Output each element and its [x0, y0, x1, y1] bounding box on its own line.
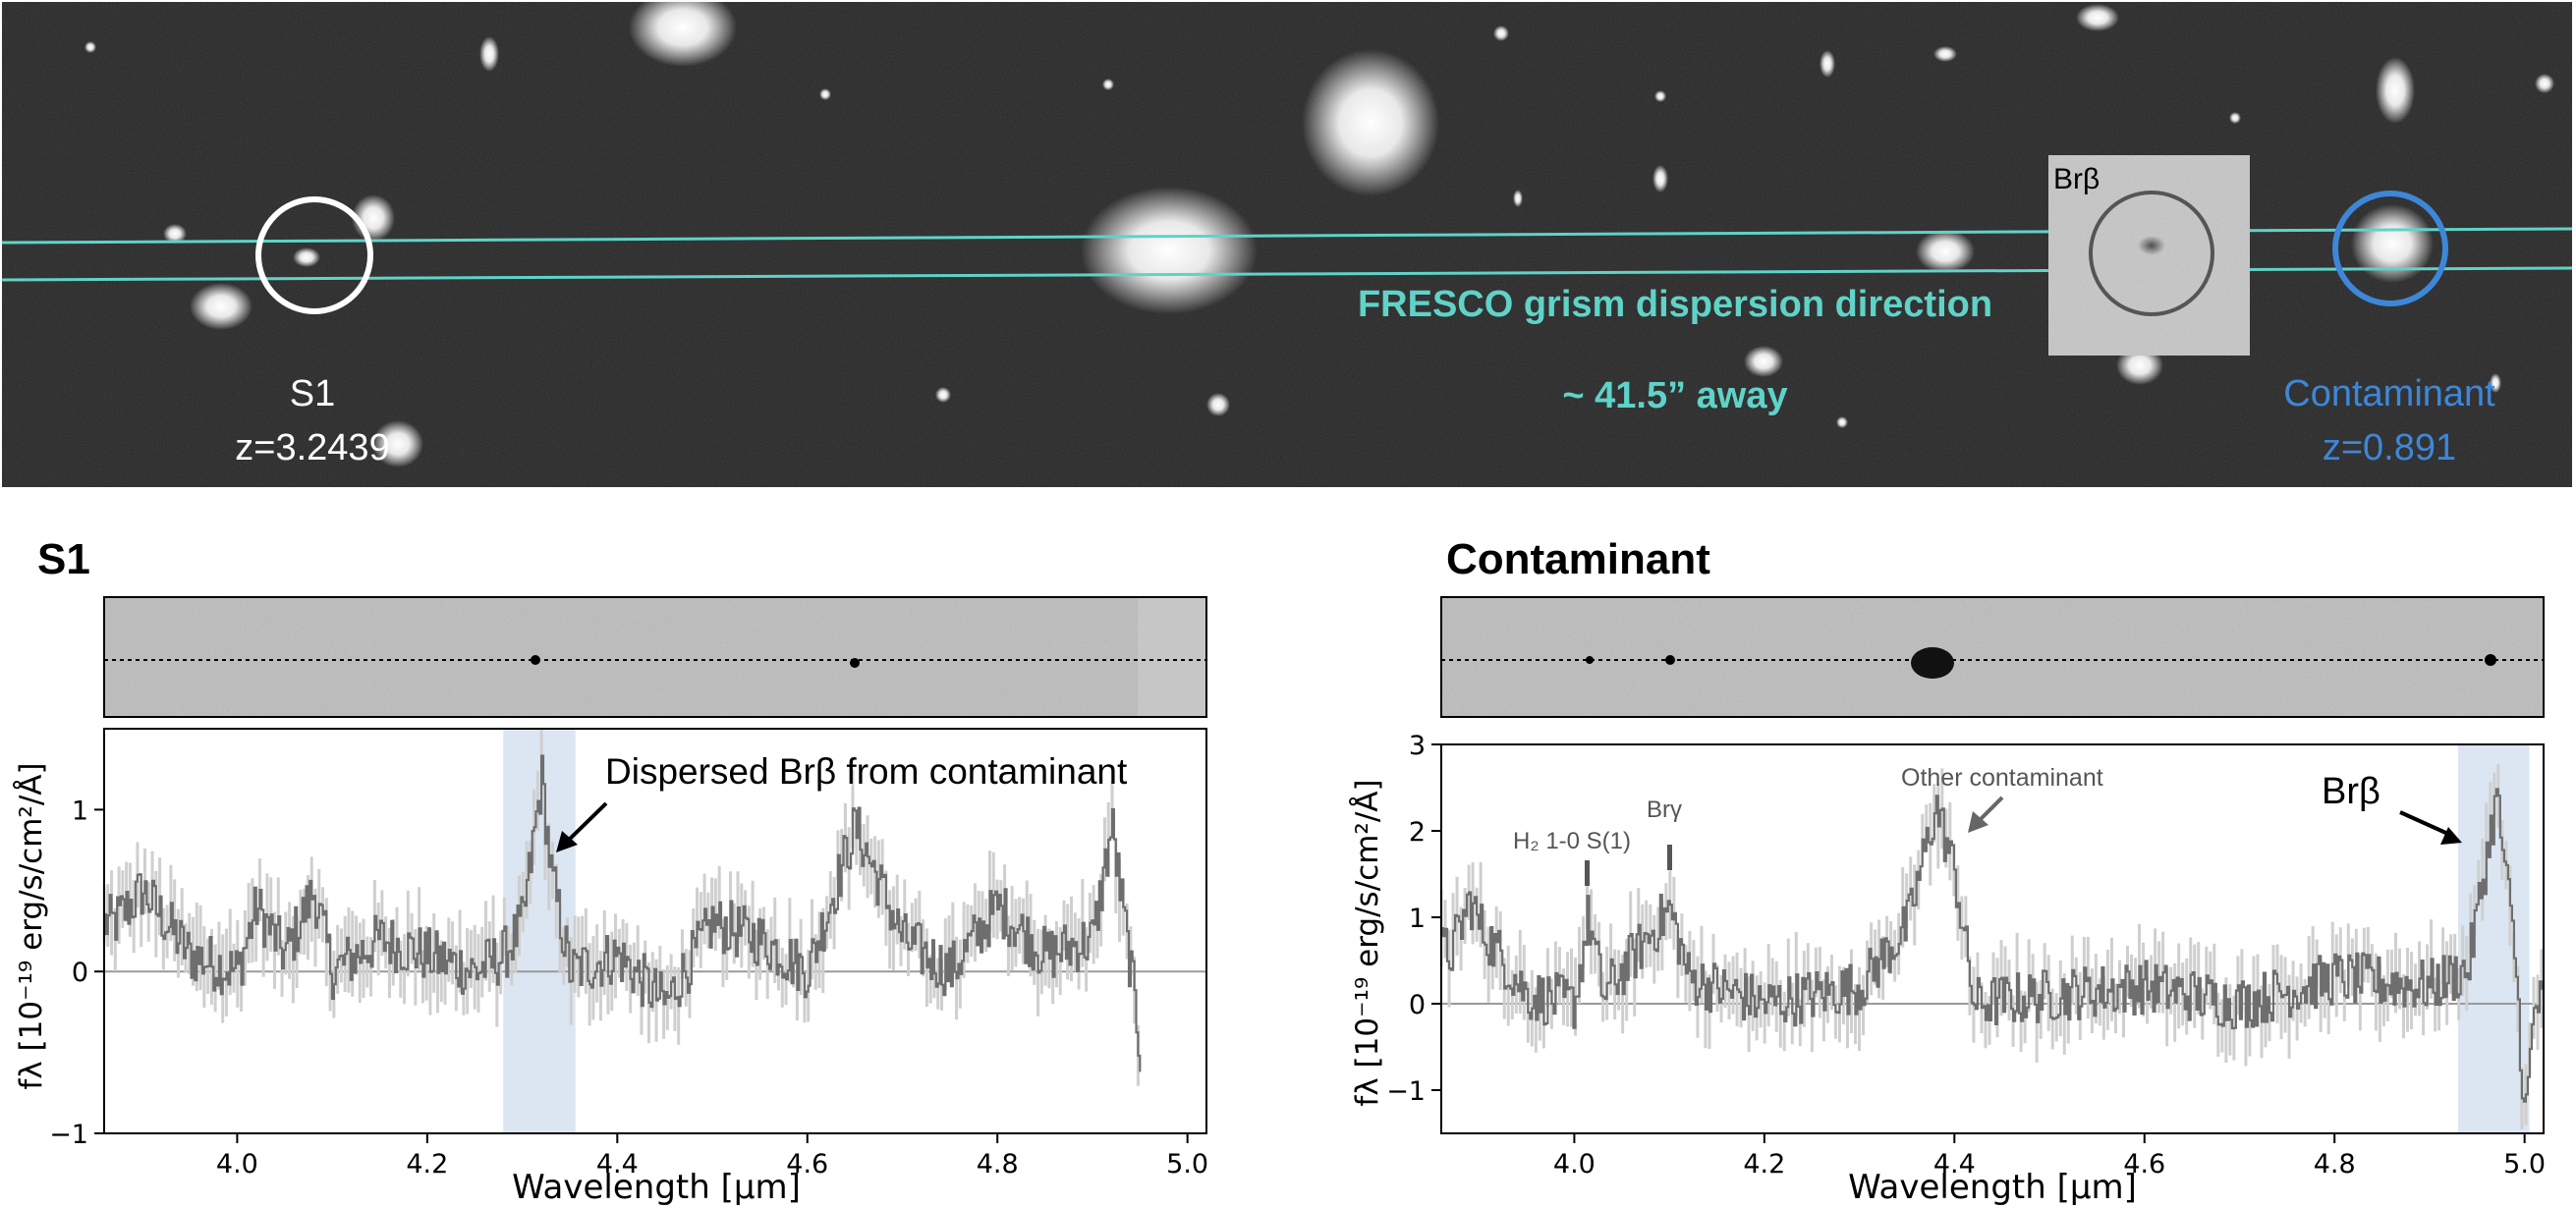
- sky-image-panel: Brβ S1 z=3.2439 FRESCO grism dispersion …: [1, 0, 2573, 487]
- contaminant-ytick-label: 0: [1409, 990, 1426, 1020]
- h2-line-label: H₂ 1-0 S(1): [1513, 828, 1631, 854]
- s1-xtick-label: 4.8: [977, 1149, 1019, 1180]
- contaminant-xtick-label: 4.0: [1553, 1149, 1596, 1180]
- s1-panel-title: S1: [37, 535, 90, 583]
- s1-xtick-label: 4.4: [596, 1149, 639, 1180]
- separation-label: ~ 41.5” away: [1562, 375, 1787, 416]
- s1-xtick-label: 4.0: [216, 1149, 258, 1180]
- s1-xtick-label: 4.2: [406, 1149, 448, 1180]
- s1-ylabel: fλ [10⁻¹⁹ erg/s/cm²/Å]: [14, 762, 49, 1089]
- contaminant-xtick-label: 4.8: [2314, 1149, 2356, 1180]
- s1-flux-line: [104, 754, 1142, 1072]
- br-beta-label: Brβ: [2322, 771, 2380, 812]
- contaminant-marker-circle: [2332, 191, 2448, 306]
- bra-beta-inset: Brβ: [2048, 155, 2250, 356]
- s1-xlabel: Wavelength [μm]: [512, 1168, 801, 1207]
- contaminant-flux-line: [1441, 788, 2546, 1103]
- inset-label: Brβ: [2053, 163, 2100, 195]
- contaminant-ytick-label: 3: [1409, 731, 1426, 761]
- contaminant-spectrum-chart: 4.0 4.2 4.4 4.6 4.8 5.0 −1 0 1 2 3 Wavelength [μm]…: [1350, 731, 2546, 1207]
- contaminant-error-bars: [1439, 763, 2544, 1129]
- contaminant-2d-spectrum: [1440, 596, 2545, 718]
- s1-ytick-label: 1: [72, 796, 88, 826]
- contaminant-label: Contaminant: [2283, 373, 2495, 414]
- h2-line-tick: [1585, 860, 1590, 886]
- contaminant-redshift: z=0.891: [2323, 427, 2456, 468]
- s1-2d-spectrum: [103, 596, 1207, 718]
- dispersion-label: FRESCO grism dispersion direction: [1358, 284, 1992, 325]
- s1-axes-frame: [103, 728, 1207, 1134]
- contaminant-xtick-label: 4.4: [1933, 1149, 1976, 1180]
- s1-ytick-label: 0: [72, 958, 88, 988]
- br-gamma-tick: [1667, 845, 1672, 870]
- s1-xtick-label: 4.6: [786, 1149, 828, 1180]
- s1-redshift: z=3.2439: [235, 427, 389, 468]
- s1-annotation: Dispersed Brβ from contaminant: [605, 751, 1128, 792]
- inset-circle: [2089, 191, 2214, 316]
- contaminant-ytick-label: 1: [1409, 904, 1426, 934]
- br-beta-arrow-shaft: [2399, 810, 2451, 837]
- s1-marker-circle: [255, 196, 373, 314]
- contaminant-ytick-label: 2: [1409, 817, 1426, 848]
- br-gamma-label: Brγ: [1647, 796, 1682, 823]
- contaminant-ylabel: fλ [10⁻¹⁹ erg/s/cm²/Å]: [1350, 779, 1385, 1106]
- contaminant-xtick-label: 4.2: [1743, 1149, 1785, 1180]
- contaminant-xlabel: Wavelength [μm]: [1848, 1168, 2137, 1207]
- contaminant-ytick-label: −1: [1386, 1076, 1426, 1107]
- other-contaminant-arrow-head: [1968, 811, 1988, 833]
- contaminant-xtick-label: 5.0: [2503, 1149, 2546, 1180]
- br-beta-arrow-head: [2440, 827, 2462, 845]
- bright-sources: [84, 0, 2554, 467]
- other-contaminant-label: Other contaminant: [1901, 764, 2103, 792]
- contaminant-xtick-label: 4.6: [2123, 1149, 2165, 1180]
- s1-xtick-label: 5.0: [1166, 1149, 1208, 1180]
- s1-annotation-arrow-shaft: [564, 801, 608, 845]
- contaminant-axes-frame: [1440, 743, 2545, 1134]
- contaminant-panel-title: Contaminant: [1446, 535, 1710, 583]
- s1-label: S1: [290, 373, 335, 414]
- s1-annotation-arrow-head: [556, 831, 578, 852]
- s1-spectrum-chart: 4.0 4.2 4.4 4.6 4.8 5.0 −1 0 1 Wavelength [μm] f…: [14, 728, 1208, 1207]
- s1-ytick-label: −1: [49, 1120, 88, 1150]
